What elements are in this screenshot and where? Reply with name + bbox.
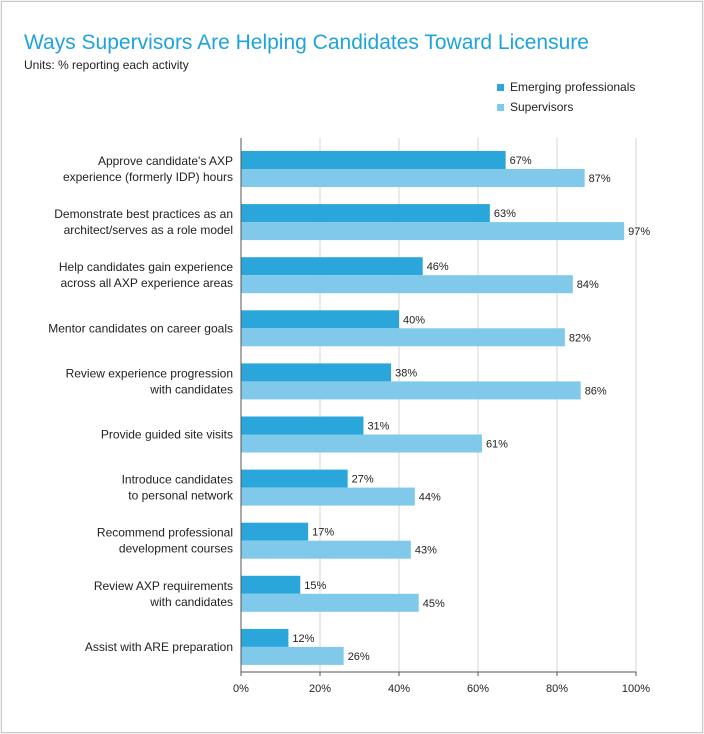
legend-item-supervisors: Supervisors [497, 98, 635, 116]
data-label: 40% [403, 314, 425, 326]
category-label: Recommend professional [97, 526, 233, 540]
bar-emerging-professionals [241, 257, 423, 276]
data-label: 97% [628, 226, 650, 238]
data-label: 61% [486, 439, 508, 451]
x-tick-label: 40% [388, 683, 410, 695]
bar-supervisors [241, 222, 625, 241]
bar-supervisors [241, 646, 344, 665]
bar-emerging-professionals [241, 416, 364, 435]
bar-supervisors [241, 487, 415, 506]
bar-supervisors [241, 381, 581, 400]
chart-subtitle: Units: % reporting each activity [24, 58, 189, 72]
x-tick-label: 0% [233, 683, 249, 695]
category-label: Assist with ARE preparation [85, 640, 233, 654]
category-label: experience (formerly IDP) hours [63, 170, 233, 184]
data-label: 26% [348, 651, 370, 663]
x-tick-label: 20% [309, 683, 331, 695]
category-label: development courses [119, 542, 233, 556]
data-label: 43% [415, 545, 437, 557]
bar-emerging-professionals [241, 575, 301, 594]
data-label: 67% [510, 155, 532, 167]
legend-label-emerging-professionals: Emerging professionals [510, 80, 636, 94]
data-label: 44% [419, 492, 441, 504]
category-label: Mentor candidates on career goals [48, 321, 233, 335]
chart-legend: Emerging professionals Supervisors [497, 78, 635, 118]
data-label: 15% [304, 580, 326, 592]
category-label: Demonstrate best practices as an [54, 207, 233, 221]
category-label: architect/serves as a role model [64, 223, 233, 237]
category-label: Introduce candidates [122, 473, 233, 487]
category-label: Help candidates gain experience [59, 260, 233, 274]
data-label: 82% [569, 332, 591, 344]
bar-supervisors [241, 593, 419, 612]
legend-label-supervisors: Supervisors [510, 100, 574, 114]
data-label: 12% [292, 633, 314, 645]
category-label: Provide guided site visits [101, 428, 233, 442]
chart-title: Ways Supervisors Are Helping Candidates … [24, 31, 589, 54]
data-label: 31% [367, 421, 389, 433]
bar-emerging-professionals [241, 151, 506, 169]
category-label: across all AXP experience areas [60, 276, 233, 290]
data-label: 63% [494, 208, 516, 220]
bar-supervisors [241, 275, 573, 294]
data-label: 87% [589, 173, 611, 185]
bar-emerging-professionals [241, 204, 490, 223]
bar-emerging-professionals [241, 310, 399, 329]
bar-supervisors [241, 434, 482, 453]
category-label: Review experience progression [66, 366, 233, 380]
legend-swatch-supervisors [497, 103, 504, 111]
x-tick-label: 60% [467, 683, 489, 695]
bar-supervisors [241, 169, 585, 187]
data-label: 17% [312, 527, 334, 539]
legend-item-emerging-professionals: Emerging professionals [497, 78, 635, 96]
bar-emerging-professionals [241, 469, 348, 488]
bar-emerging-professionals [241, 628, 289, 647]
data-label: 38% [395, 367, 417, 379]
data-label: 46% [427, 261, 449, 273]
category-label: with candidates [149, 382, 233, 396]
x-tick-label: 80% [546, 683, 568, 695]
category-label: Review AXP requirements [94, 579, 233, 593]
category-label: with candidates [149, 595, 233, 609]
bar-emerging-professionals [241, 522, 309, 541]
x-tick-label: 100% [622, 683, 650, 695]
category-label: to personal network [128, 489, 234, 503]
bar-supervisors [241, 540, 411, 559]
data-label: 84% [577, 279, 599, 291]
data-label: 27% [352, 474, 374, 486]
category-label: Approve candidate's AXP [98, 154, 233, 168]
data-label: 45% [423, 598, 445, 610]
legend-swatch-emerging-professionals [497, 83, 504, 91]
bar-emerging-professionals [241, 363, 392, 382]
data-label: 86% [585, 385, 607, 397]
bar-supervisors [241, 328, 565, 347]
